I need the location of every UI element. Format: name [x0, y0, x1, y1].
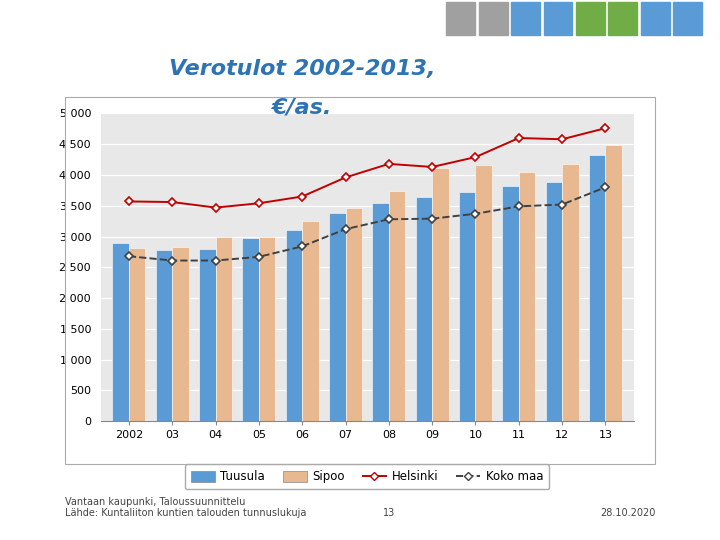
Bar	[286, 231, 302, 421]
Bar	[199, 249, 215, 421]
Bar	[259, 237, 275, 421]
Text: €/as.: €/as.	[272, 97, 333, 117]
Bar	[112, 242, 129, 421]
Bar	[546, 183, 562, 421]
Bar	[432, 167, 449, 421]
Bar	[172, 247, 189, 421]
Legend: Tuusula, Sipoo, Helsinki, Koko maa: Tuusula, Sipoo, Helsinki, Koko maa	[185, 464, 549, 489]
Bar	[129, 248, 145, 421]
Bar	[589, 156, 606, 421]
Bar	[503, 186, 519, 421]
Bar	[415, 197, 432, 421]
Bar	[519, 172, 535, 421]
Bar	[329, 213, 346, 421]
Bar	[243, 238, 259, 421]
Bar	[389, 191, 405, 421]
Bar	[475, 165, 492, 421]
Text: Vantaan kaupunki, Taloussuunnittelu
Lähde: Kuntaliiton kuntien talouden tunnuslu: Vantaan kaupunki, Taloussuunnittelu Lähd…	[65, 497, 306, 518]
Bar	[459, 192, 475, 421]
Bar	[156, 250, 172, 421]
Bar	[346, 208, 362, 421]
Text: 13: 13	[382, 508, 395, 518]
Bar	[562, 165, 579, 421]
Bar	[372, 203, 389, 421]
Bar	[215, 237, 232, 421]
Text: Verotulot 2002-2013,: Verotulot 2002-2013,	[169, 59, 436, 79]
Bar	[606, 145, 622, 421]
Text: 28.10.2020: 28.10.2020	[600, 508, 655, 518]
Bar	[302, 221, 319, 421]
